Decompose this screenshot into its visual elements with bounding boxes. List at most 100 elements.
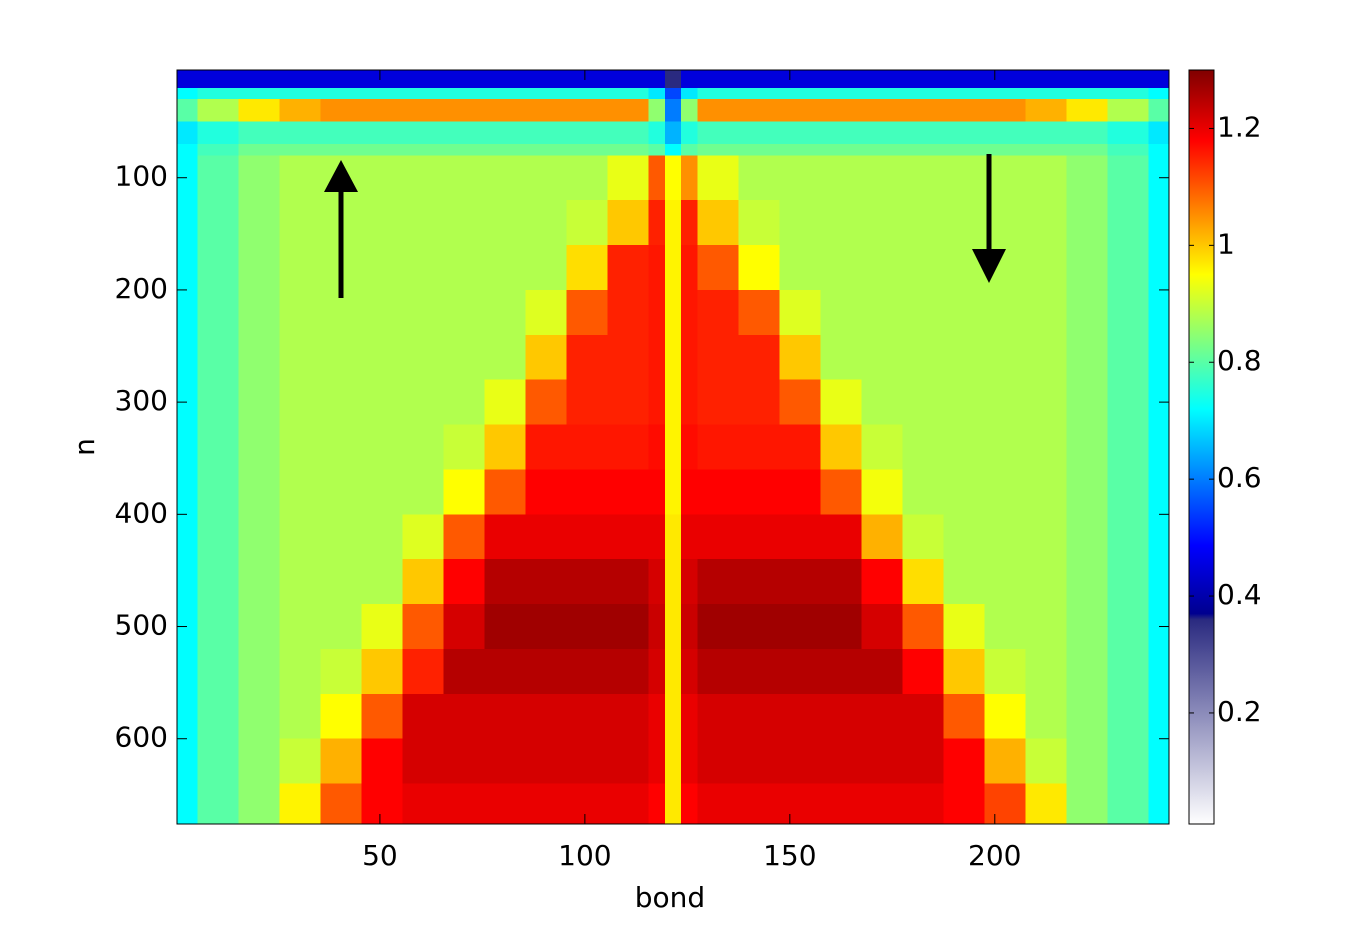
heatmap-cell: [1107, 70, 1150, 89]
heatmap-cell: [820, 783, 863, 825]
heatmap-cell: [177, 99, 198, 123]
heatmap-cell: [779, 70, 822, 89]
heatmap-cell: [279, 70, 321, 89]
heatmap-cell: [177, 144, 198, 156]
heatmap-cell: [484, 514, 526, 560]
heatmap-cell: [279, 245, 321, 291]
heatmap-cell: [861, 70, 904, 89]
y-tick-label: 300: [115, 384, 168, 417]
heatmap-cell: [984, 334, 1027, 381]
heatmap-cell: [402, 144, 444, 156]
heatmap-cell: [443, 469, 485, 515]
heatmap-cell: [902, 289, 945, 336]
heatmap-cell: [861, 87, 904, 100]
heatmap-cell: [861, 155, 904, 201]
heatmap-cell: [902, 200, 945, 246]
heatmap-cell: [566, 155, 608, 201]
heatmap-cell: [525, 693, 567, 740]
heatmap-cell: [484, 155, 526, 201]
heatmap-cell: [279, 334, 321, 381]
heatmap-cell: [648, 155, 666, 201]
heatmap-cell: [664, 604, 682, 650]
heatmap-cell: [1066, 604, 1109, 650]
heatmap-cell: [566, 334, 608, 381]
heatmap-cell: [525, 424, 567, 470]
heatmap-cell: [1107, 648, 1150, 695]
heatmap-cell: [820, 99, 863, 123]
heatmap-cell: [402, 469, 444, 515]
heatmap-cell: [566, 200, 608, 246]
heatmap-cell: [738, 783, 781, 825]
spin-up-arrow: [324, 160, 358, 298]
heatmap-cell: [664, 514, 682, 560]
heatmap-cell: [361, 559, 403, 605]
heatmap-cell: [738, 334, 781, 381]
heatmap-cell: [1066, 99, 1109, 123]
heatmap-cell: [177, 559, 198, 605]
heatmap-cell: [943, 469, 986, 515]
heatmap-cell: [443, 604, 485, 650]
heatmap-cell: [902, 559, 945, 605]
heatmap-cell: [984, 783, 1027, 825]
y-tick-label: 400: [115, 496, 168, 529]
heatmap-cell: [943, 514, 986, 560]
heatmap-cell: [1107, 144, 1150, 156]
heatmap-cell: [984, 604, 1027, 650]
heatmap-cell: [738, 87, 781, 100]
heatmap-cell: [1107, 200, 1150, 246]
heatmap-cell: [738, 379, 781, 426]
heatmap-cell: [648, 693, 666, 740]
heatmap-cell: [525, 469, 567, 515]
heatmap-cell: [279, 559, 321, 605]
heatmap-cell: [238, 514, 280, 560]
heatmap-cell: [861, 693, 904, 740]
heatmap-cell: [361, 87, 403, 100]
heatmap-cell: [681, 245, 699, 291]
heatmap-cell: [943, 648, 986, 695]
heatmap-cell: [738, 70, 781, 89]
heatmap-cell: [1107, 424, 1150, 470]
heatmap-cell: [525, 155, 567, 201]
heatmap-cell: [1107, 783, 1150, 825]
heatmap-cell: [402, 604, 444, 650]
heatmap-cell: [1148, 121, 1170, 145]
heatmap-cell: [607, 155, 649, 201]
heatmap-cell: [607, 379, 649, 426]
heatmap-cell: [697, 514, 740, 560]
heatmap-cell: [320, 514, 362, 560]
heatmap-cell: [779, 514, 822, 560]
heatmap-cell: [681, 604, 699, 650]
heatmap-cell: [607, 70, 649, 89]
heatmap-cell: [607, 648, 649, 695]
heatmap-cell: [607, 289, 649, 336]
heatmap-cell: [681, 783, 699, 825]
heatmap-cell: [279, 121, 321, 145]
heatmap-cell: [664, 379, 682, 426]
heatmap-cell: [607, 469, 649, 515]
heatmap-cell: [607, 738, 649, 785]
heatmap-cell: [779, 424, 822, 470]
heatmap-cell: [361, 334, 403, 381]
heatmap-cell: [738, 424, 781, 470]
heatmap-cell: [320, 70, 362, 89]
heatmap-cell: [648, 289, 666, 336]
heatmap-cell: [1066, 70, 1109, 89]
colorbar-tick-label: 1.2: [1217, 110, 1262, 143]
heatmap-cell: [664, 738, 682, 785]
heatmap-cell: [177, 289, 198, 336]
heatmap-cell: [361, 155, 403, 201]
heatmap-cell: [197, 289, 239, 336]
x-tick-label: 150: [763, 839, 816, 872]
heatmap-cell: [197, 87, 239, 100]
heatmap-cell: [943, 424, 986, 470]
heatmap-cell: [820, 559, 863, 605]
heatmap-cell: [738, 289, 781, 336]
heatmap-cell: [197, 604, 239, 650]
heatmap-cell: [664, 99, 682, 123]
heatmap-cell: [664, 70, 682, 89]
heatmap-cell: [681, 693, 699, 740]
heatmap-cell: [902, 648, 945, 695]
heatmap-cell: [197, 99, 239, 123]
heatmap-cell: [902, 693, 945, 740]
spin-down-arrow: [972, 154, 1006, 283]
